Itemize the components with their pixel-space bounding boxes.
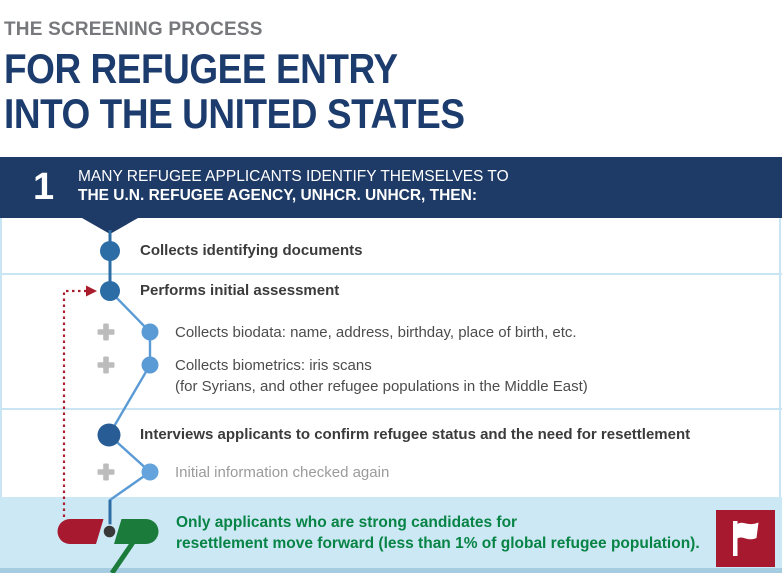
outcome-split [57,519,159,573]
outcome-text: Only applicants who are strong candidate… [176,512,700,554]
outcome-line-1: Only applicants who are strong candidate… [176,514,518,531]
step-label-recheck: Initial information checked again [175,464,390,481]
step-label-collect-biometrics: Collects biometrics: iris scans (for Syr… [175,355,588,397]
node-collect-documents [100,241,120,261]
node-collect-biometrics [141,356,159,374]
step-label-collect-documents: Collects identifying documents [140,242,363,259]
row-divider [0,408,782,410]
step-banner-line-1: MANY REFUGEE APPLICANTS IDENTIFY THEMSEL… [78,168,509,185]
title-line-1: FOR REFUGEE ENTRY [4,45,398,92]
flag-icon [733,521,759,556]
node-collect-biodata [141,323,159,341]
node-recheck [141,463,159,481]
biometrics-line-2: (for Syrians, and other refugee populati… [175,378,588,395]
decision-dot [102,524,117,539]
step-banner-line-2: THE U.N. REFUGEE AGENCY, UNHCR. UNHCR, T… [78,186,477,204]
reject-dotted-arrow [62,285,97,517]
frame-border-right [779,218,781,573]
node-interviews [97,423,121,447]
flag-box [716,510,775,567]
plus-icon [97,323,115,481]
step-number: 1 [33,166,55,208]
step-label-collect-biodata: Collects biodata: name, address, birthda… [175,324,577,341]
frame-border-left [0,218,2,573]
kicker: THE SCREENING PROCESS [4,19,263,40]
reject-shape [57,519,104,544]
flow-nodes [97,241,159,481]
flow-connectors [107,230,152,527]
biometrics-line-1: Collects biometrics: iris scans [175,357,372,374]
banner-notch [82,218,138,234]
next-section-edge [0,568,782,573]
outcome-line-2: resettlement move forward (less than 1% … [176,535,700,552]
page-title: FOR REFUGEE ENTRY INTO THE UNITED STATES [4,46,465,136]
step-label-interviews: Interviews applicants to confirm refugee… [140,426,691,443]
forward-green-line [109,536,139,573]
step-label-initial-assessment: Performs initial assessment [140,282,340,299]
title-line-2: INTO THE UNITED STATES [4,90,465,137]
step-banner-text: MANY REFUGEE APPLICANTS IDENTIFY THEMSEL… [78,168,509,205]
node-initial-assessment [100,281,120,301]
row-divider [0,273,782,275]
forward-shape [114,519,159,544]
step-banner: 1 MANY REFUGEE APPLICANTS IDENTIFY THEMS… [0,157,782,218]
